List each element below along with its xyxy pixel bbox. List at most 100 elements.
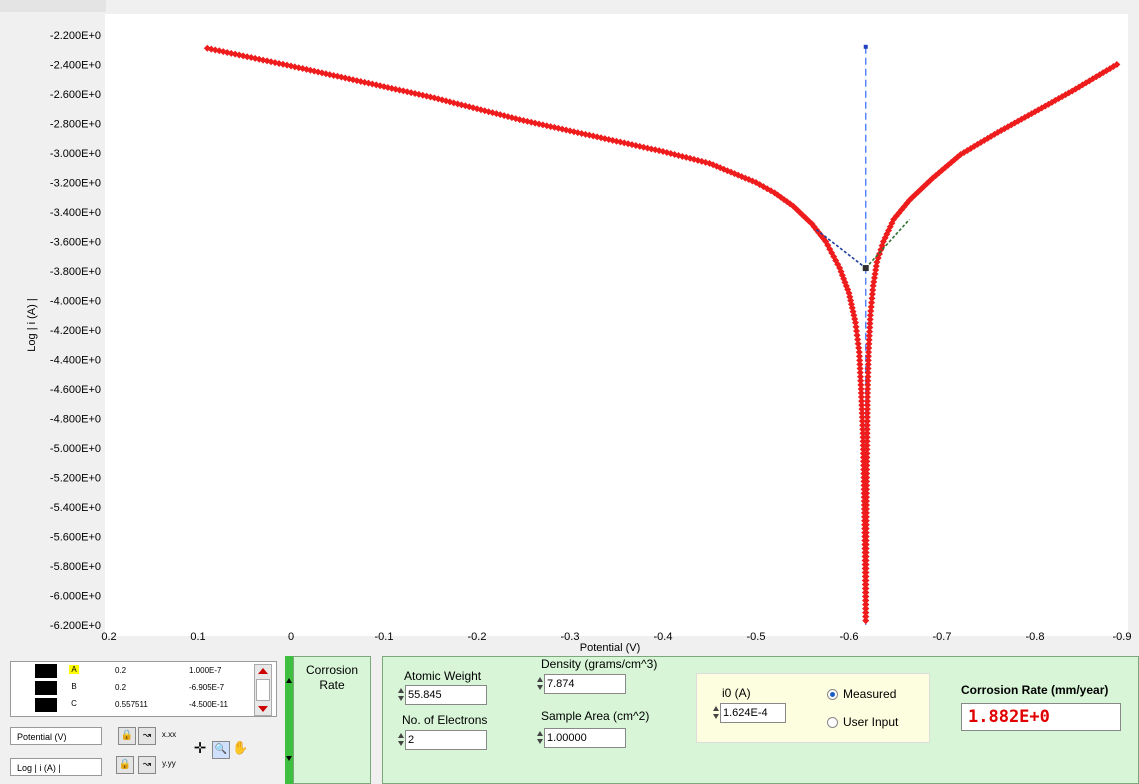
y-tick-label: -4.000E+0 [50,296,101,308]
user-input-label[interactable]: User Input [843,715,899,729]
i0-spinner[interactable] [712,703,720,723]
measured-radio[interactable] [827,689,838,700]
data-point [858,397,866,405]
cursor-name[interactable]: C [71,699,77,708]
corrosion-rate-label: Corrosion Rate (mm/year) [961,683,1109,697]
i0-input[interactable]: 1.624E-4 [720,703,786,723]
data-point [863,485,871,493]
x-lock-icon[interactable]: 🔒 [118,727,136,745]
electrons-input[interactable]: 2 [405,730,487,750]
tab-down-arrow-icon[interactable] [286,756,292,761]
cursor-row-b[interactable]: B 0.2 -6.905E-7 [11,680,276,696]
cursor-color-swatch[interactable] [35,681,57,695]
data-point [862,581,870,589]
data-point [863,421,871,429]
y-lock-icon[interactable]: 🔒 [116,756,134,774]
data-point [858,405,866,413]
scroll-thumb[interactable] [256,679,270,701]
cursor-scrollbar[interactable] [254,664,272,716]
data-point [862,549,870,557]
density-input[interactable]: 7.874 [544,674,626,694]
atomic-weight-input[interactable]: 55.845 [405,685,487,705]
data-point [859,437,867,445]
sample-area-spinner[interactable] [536,728,544,748]
cursor-row-a[interactable]: A 0.2 1.000E-7 [11,663,276,679]
y-format-icon[interactable]: y.yy [162,759,176,768]
data-point [859,421,867,429]
x-format-icon[interactable]: x.xx [161,730,177,739]
data-point [866,319,874,327]
polarization-chart[interactable]: -2.200E+0 -2.400E+0 -2.600E+0 -2.800E+0 -3.0… [0,0,1139,656]
crosshair-cursor-tool-icon[interactable]: ✛ [193,740,207,757]
data-point [863,465,871,473]
data-point [857,381,865,389]
data-point [863,437,871,445]
data-point [863,397,871,405]
cursor-color-swatch[interactable] [35,664,57,678]
data-point [866,315,874,323]
y-scale-selector[interactable]: Log | i (A) | [10,758,102,776]
cursor-name[interactable]: B [71,682,77,691]
atomic-weight-field[interactable]: 55.845 [397,685,487,705]
scroll-down-arrow-icon[interactable] [258,706,268,712]
measured-label[interactable]: Measured [843,687,897,701]
tab-corrosion-rate[interactable]: Corrosion Rate [293,656,371,784]
data-point [863,457,871,465]
y-tick-label: -2.600E+0 [50,89,101,101]
data-point [862,561,870,569]
data-point [852,323,860,331]
data-point [856,356,864,364]
data-point [859,429,867,437]
cursor-x-value: 0.2 [115,666,127,675]
data-point [862,553,870,561]
x-axis-title: Potential (V) [580,642,641,654]
i0-field[interactable]: 1.624E-4 [712,703,786,723]
data-point [864,352,872,360]
x-tick-label: -0.9 [1113,631,1132,643]
sample-area-input[interactable]: 1.00000 [544,728,626,748]
y-tick-label: -6.200E+0 [50,620,101,632]
pan-hand-tool-icon[interactable]: ✋ [232,740,249,755]
x-autoscale-icon[interactable]: ↝ [138,727,156,745]
density-field[interactable]: 7.874 [536,674,626,694]
data-point [862,545,870,553]
data-point [862,505,870,513]
tab-scroll-strip[interactable] [285,656,293,784]
scroll-up-arrow-icon[interactable] [258,668,268,674]
data-point [857,377,865,385]
cathodic-tafel-fit-line [815,229,867,269]
data-point [862,569,870,577]
data-point [856,369,864,377]
density-spinner[interactable] [536,674,544,694]
density-label: Density (grams/cm^3) [541,657,658,671]
anodic-tafel-fit-line [865,218,911,269]
tab-label-line2: Rate [319,678,345,692]
cursor-row-c[interactable]: C 0.557511 -4.500E-11 [11,697,276,713]
data-point [857,393,865,401]
zoom-tool-icon[interactable]: 🔍 [212,741,230,759]
data-point [862,557,870,565]
tab-label-line1: Corrosion [305,663,359,677]
tab-up-arrow-icon[interactable] [286,678,292,683]
data-point [862,565,870,573]
data-point [862,525,870,533]
plot-layer [203,44,1121,625]
atomic-weight-spinner[interactable] [397,685,405,705]
cursor-name[interactable]: A [69,665,79,674]
y-autoscale-icon[interactable]: ↝ [138,756,156,774]
data-point [862,533,870,540]
data-point [865,332,873,340]
sample-area-field[interactable]: 1.00000 [536,728,626,748]
x-tick-label: -0.3 [561,631,580,643]
plot-area[interactable] [105,14,1128,636]
electrons-field[interactable]: 2 [397,730,487,750]
data-point [859,441,867,449]
data-point [1001,125,1009,133]
user-input-radio[interactable] [827,717,838,728]
electrons-spinner[interactable] [397,730,405,750]
x-scale-selector[interactable]: Potential (V) [10,727,102,745]
data-point [862,573,870,581]
cursor-color-swatch[interactable] [35,698,57,712]
data-point [547,123,555,131]
data-point [858,417,866,425]
